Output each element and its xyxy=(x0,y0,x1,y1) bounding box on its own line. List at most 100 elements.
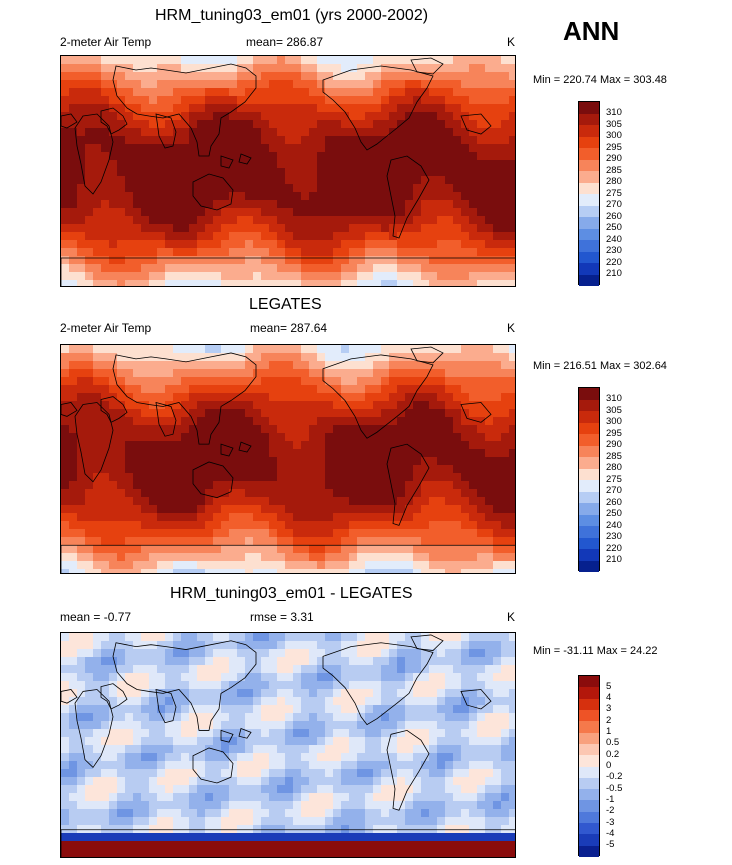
field-cell xyxy=(149,801,158,810)
field-cell xyxy=(237,513,246,522)
field-cell xyxy=(389,529,398,538)
field-cell xyxy=(261,112,270,121)
field-cell xyxy=(125,857,134,858)
field-cell xyxy=(413,713,422,722)
field-cell xyxy=(453,56,462,65)
field-cell xyxy=(293,449,302,458)
field-cell xyxy=(173,200,182,209)
field-cell xyxy=(309,449,318,458)
field-cell xyxy=(245,104,254,113)
field-cell xyxy=(221,513,230,522)
field-cell xyxy=(85,72,94,81)
field-cell xyxy=(189,353,198,362)
field-cell xyxy=(333,361,342,370)
field-cell xyxy=(477,264,486,273)
field-cell xyxy=(437,377,446,386)
field-cell xyxy=(221,497,230,506)
field-cell xyxy=(341,393,350,402)
field-cell xyxy=(437,633,446,642)
field-cell xyxy=(485,833,494,842)
field-cell xyxy=(333,64,342,73)
field-cell xyxy=(109,753,118,762)
field-cell xyxy=(421,272,430,281)
field-cell xyxy=(477,841,486,850)
field-cell xyxy=(341,56,350,65)
field-cell xyxy=(277,465,286,474)
field-cell xyxy=(141,168,150,177)
field-cell xyxy=(205,473,214,482)
field-cell xyxy=(309,465,318,474)
field-cell xyxy=(477,513,486,522)
field-cell xyxy=(229,633,238,642)
field-cell xyxy=(405,232,414,241)
field-cell xyxy=(365,176,374,185)
field-cell xyxy=(101,673,110,682)
field-cell xyxy=(157,72,166,81)
field-cell xyxy=(373,777,382,786)
field-cell xyxy=(229,104,238,113)
field-cell xyxy=(85,633,94,642)
field-cell xyxy=(309,136,318,145)
field-cell xyxy=(421,769,430,778)
field-cell xyxy=(229,545,238,554)
field-cell xyxy=(61,264,70,273)
field-cell xyxy=(237,369,246,378)
field-cell xyxy=(493,473,502,482)
field-cell xyxy=(341,361,350,370)
field-cell xyxy=(485,264,494,273)
field-cell xyxy=(469,449,478,458)
field-cell xyxy=(357,152,366,161)
field-cell xyxy=(469,569,478,573)
field-cell xyxy=(205,737,214,746)
field-cell xyxy=(485,521,494,530)
field-cell xyxy=(325,192,334,201)
field-cell xyxy=(285,457,294,466)
field-cell xyxy=(333,457,342,466)
field-cell xyxy=(501,208,510,217)
field-cell xyxy=(253,633,262,642)
field-cell xyxy=(165,104,174,113)
field-cell xyxy=(157,240,166,249)
field-cell xyxy=(349,745,358,754)
field-cell xyxy=(61,393,70,402)
field-cell xyxy=(173,393,182,402)
field-cell xyxy=(461,216,470,225)
field-cell xyxy=(77,657,86,666)
field-cell xyxy=(157,665,166,674)
field-cell xyxy=(501,529,510,538)
field-cell xyxy=(309,264,318,273)
field-cell xyxy=(325,56,334,65)
field-cell xyxy=(205,385,214,394)
field-cell xyxy=(285,665,294,674)
colorbar-tick-label: 270 xyxy=(606,199,622,210)
field-cell xyxy=(365,561,374,570)
field-cell xyxy=(117,513,126,522)
field-cell xyxy=(365,777,374,786)
field-cell xyxy=(221,96,230,105)
field-cell xyxy=(165,240,174,249)
field-cell xyxy=(261,633,270,642)
field-cell xyxy=(485,697,494,706)
field-cell xyxy=(101,192,110,201)
field-cell xyxy=(101,569,110,573)
field-cell xyxy=(277,657,286,666)
field-cell xyxy=(397,665,406,674)
field-cell xyxy=(301,737,310,746)
field-cell xyxy=(125,505,134,514)
field-cell xyxy=(149,817,158,826)
field-cell xyxy=(373,745,382,754)
field-cell xyxy=(181,232,190,241)
field-cell xyxy=(421,513,430,522)
field-cell xyxy=(157,401,166,410)
field-cell xyxy=(125,817,134,826)
field-cell xyxy=(197,641,206,650)
field-cell xyxy=(461,681,470,690)
field-cell xyxy=(125,361,134,370)
field-cell xyxy=(173,112,182,121)
field-cell xyxy=(69,737,78,746)
field-cell xyxy=(165,633,174,642)
field-cell xyxy=(141,280,150,286)
field-cell xyxy=(445,809,454,818)
field-cell xyxy=(125,216,134,225)
field-cell xyxy=(277,232,286,241)
